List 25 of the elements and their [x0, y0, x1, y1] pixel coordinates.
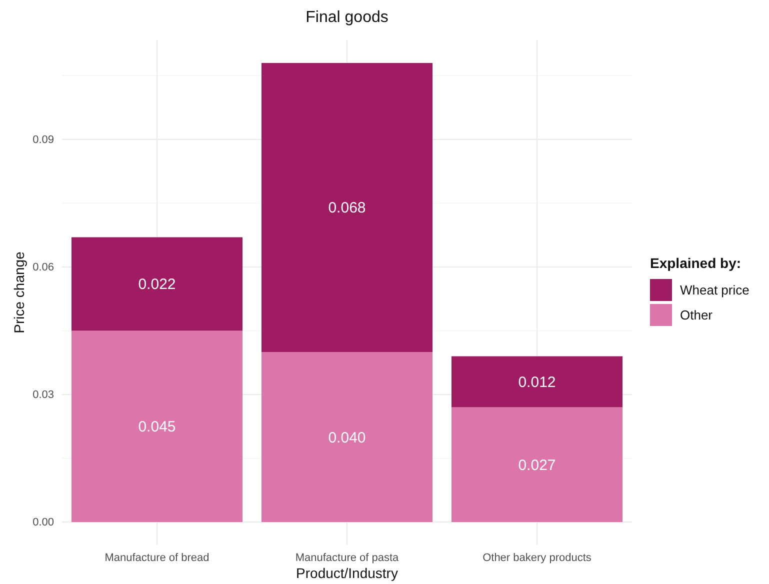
bar	[262, 62, 432, 352]
legend-label: Other	[680, 308, 714, 323]
data-label: 0.045	[138, 418, 176, 436]
bar	[72, 330, 242, 522]
bar	[72, 237, 242, 331]
data-label: 0.027	[518, 456, 556, 474]
x-tick-label: Manufacture of bread	[104, 552, 210, 564]
y-axis-title: Price change	[11, 251, 27, 334]
data-label: 0.040	[328, 429, 366, 446]
data-label: 0.012	[518, 374, 556, 392]
y-tick-label: 0.09	[32, 134, 54, 146]
x-axis-title: Product/Industry	[296, 565, 398, 581]
x-tick-label: Other bakery products	[482, 552, 592, 564]
bar	[452, 407, 622, 522]
legend-label: Wheat price	[680, 282, 750, 298]
y-tick-label: 0.03	[32, 389, 54, 402]
data-label: 0.068	[328, 200, 366, 217]
x-tick-label: Manufacture of pasta	[295, 552, 400, 564]
legend-title: Explained by:	[650, 255, 742, 271]
bar	[452, 356, 622, 408]
y-tick-label: 0.06	[32, 262, 54, 274]
bar	[262, 352, 432, 522]
data-label: 0.022	[138, 276, 176, 294]
y-tick-label: 0.00	[32, 516, 54, 529]
chart-title: Final goods	[306, 9, 388, 26]
